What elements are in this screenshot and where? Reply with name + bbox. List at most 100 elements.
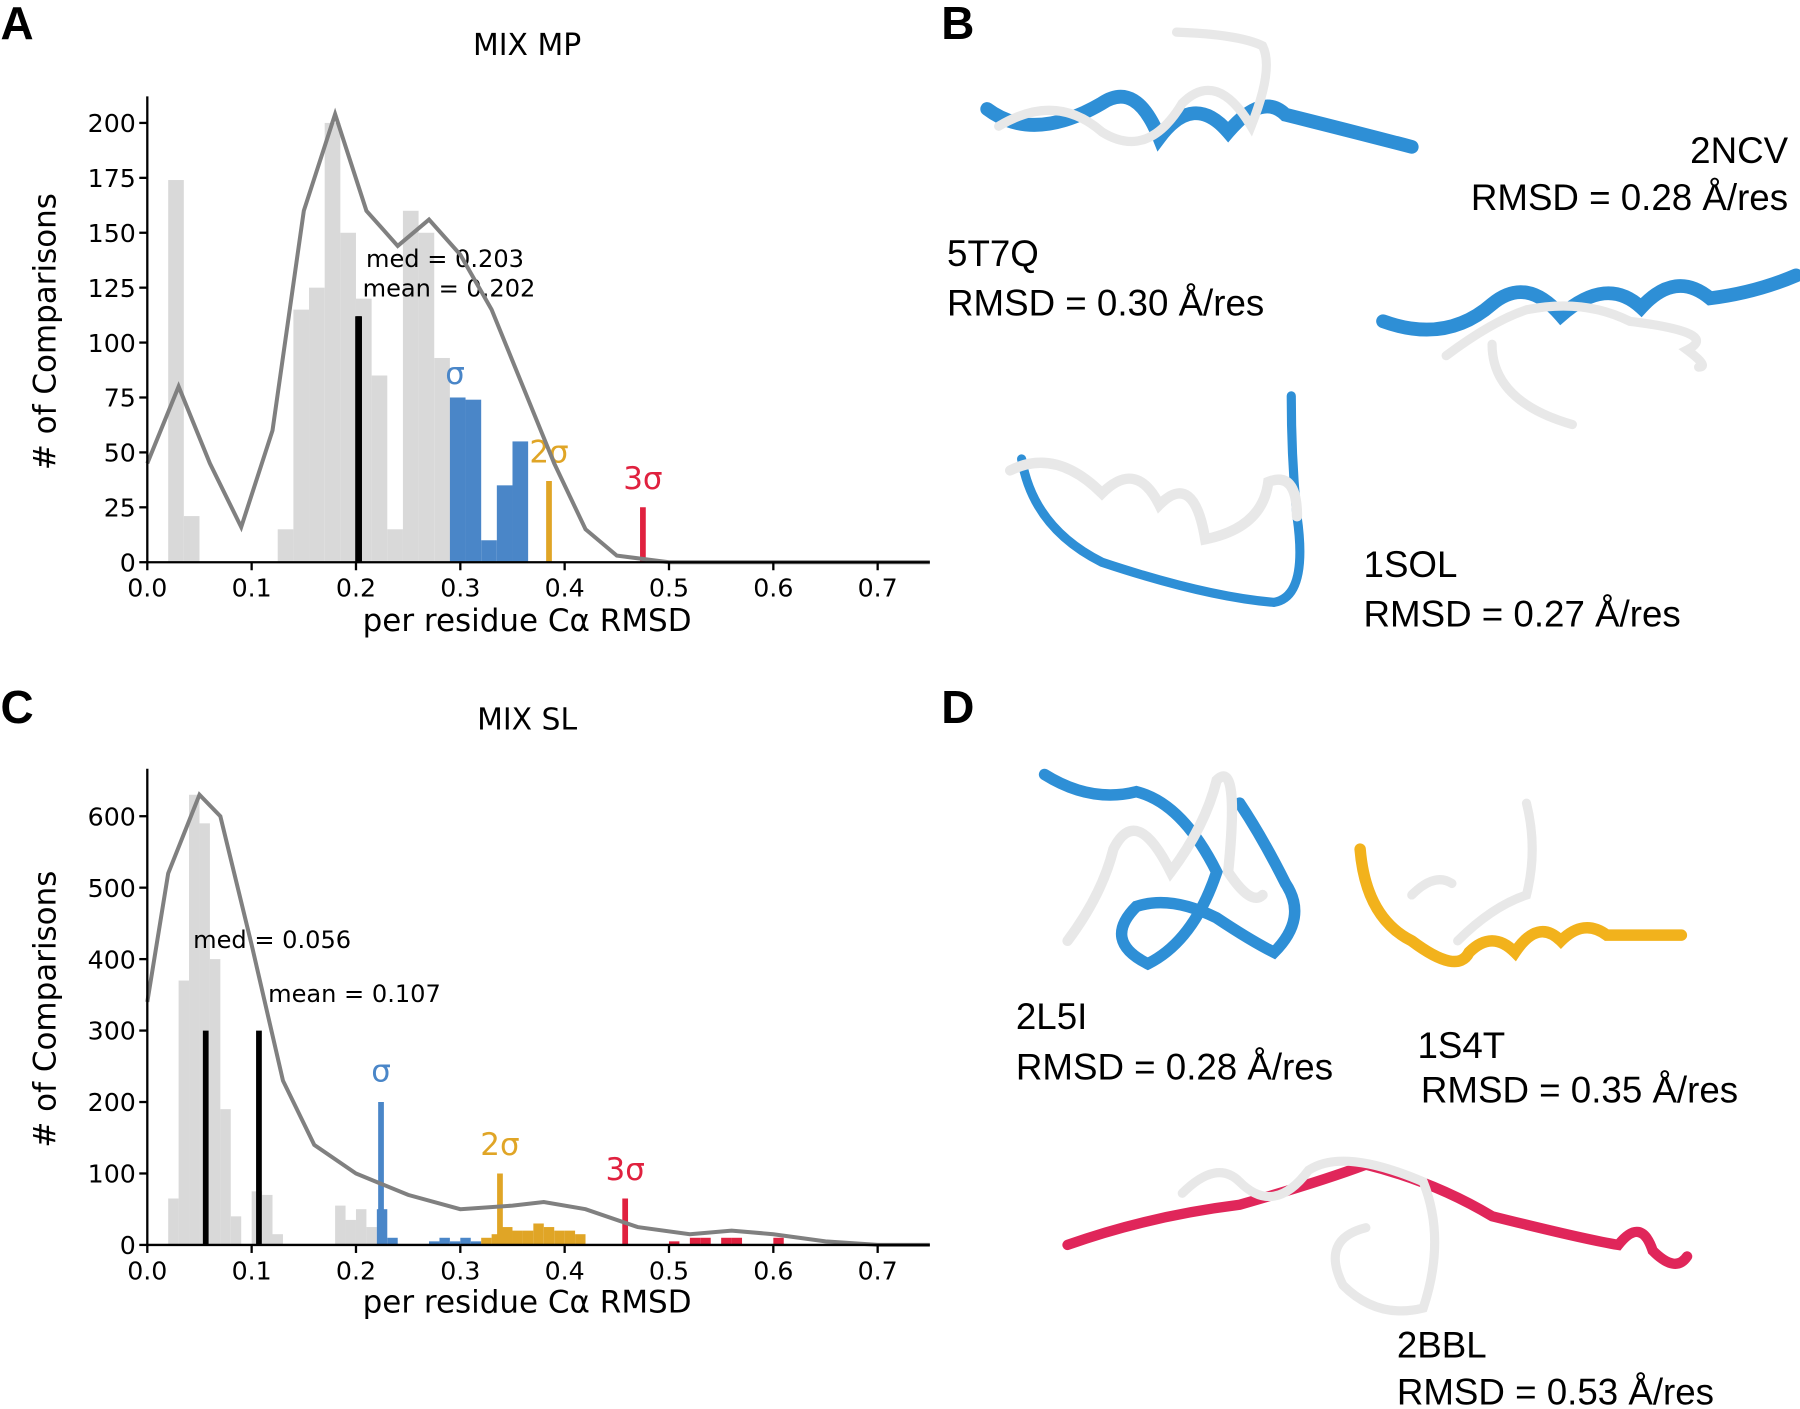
histogram-bar (700, 1237, 711, 1245)
x-tick-label: 0.6 (753, 1256, 793, 1285)
histogram-bar (543, 1227, 555, 1245)
histogram-bar (178, 980, 190, 1245)
histogram-bar (554, 1230, 565, 1245)
y-tick-label: 25 (104, 493, 136, 522)
panel-letter: B (941, 0, 974, 49)
structure-id: 5T7Q (947, 233, 1039, 274)
histogram-bar (371, 375, 388, 563)
histogram-bar (689, 1237, 701, 1245)
histogram-bar (293, 309, 310, 563)
histogram-bar (731, 1237, 743, 1245)
panel-letter: C (0, 681, 33, 733)
marker-label: 3σ (623, 461, 662, 497)
histogram-bar (512, 1230, 523, 1245)
histogram-bar (470, 1241, 482, 1245)
histogram-bar (418, 232, 435, 563)
structure-2bbl (1062, 1156, 1693, 1316)
x-tick-label: 0.6 (753, 574, 793, 603)
y-tick-label: 500 (88, 874, 136, 903)
y-tick-label: 300 (88, 1017, 136, 1046)
histogram-bar (183, 516, 200, 563)
structure-1sol (1004, 391, 1305, 608)
structure-rmsd: RMSD = 0.35 Å/res (1421, 1070, 1738, 1111)
histogram-bar (481, 540, 497, 563)
y-axis-label: # of Comparisons (28, 193, 64, 470)
x-tick-label: 0.0 (127, 1256, 167, 1285)
structure-rmsd: RMSD = 0.30 Å/res (947, 283, 1264, 324)
x-tick-label: 0.3 (440, 574, 480, 603)
structure-rmsd: RMSD = 0.27 Å/res (1364, 593, 1681, 634)
histogram-bar (309, 287, 325, 563)
chart-title: MIX SL (477, 703, 577, 738)
structure-id: 1SOL (1364, 544, 1458, 585)
x-tick-label: 0.2 (336, 574, 376, 603)
x-tick-label: 0.0 (127, 574, 167, 603)
x-tick-label: 0.2 (336, 1256, 376, 1285)
histogram-bar (575, 1234, 586, 1245)
histogram-bar (449, 397, 466, 563)
histogram-bar (402, 210, 419, 563)
histogram-bar (668, 1241, 680, 1245)
kde-line (145, 107, 930, 565)
histogram-bar (340, 232, 356, 563)
panel-letter: A (0, 0, 33, 49)
x-tick-label: 0.7 (858, 574, 898, 603)
structure-2ncv (1376, 268, 1800, 430)
structure-rmsd: RMSD = 0.28 Å/res (1016, 1047, 1333, 1088)
y-tick-label: 200 (88, 109, 136, 138)
x-tick-label: 0.5 (649, 574, 689, 603)
y-axis-label: # of Comparisons (28, 871, 64, 1148)
y-tick-label: 50 (104, 439, 136, 468)
structure-id: 2BBL (1397, 1324, 1487, 1365)
histogram-bar (220, 1109, 231, 1245)
marker-label: σ (371, 1053, 391, 1089)
chart-title: MIX MP (473, 28, 581, 63)
structure-1s4t (1354, 798, 1688, 968)
marker-label: med = 0.203 (366, 245, 524, 273)
y-tick-label: 200 (88, 1088, 136, 1117)
histogram-bar (272, 1234, 283, 1245)
histogram-bar (533, 1223, 544, 1245)
x-tick-label: 0.1 (232, 574, 272, 603)
structure-2l5i (1038, 768, 1301, 971)
y-tick-label: 400 (88, 945, 136, 974)
histogram-bar (439, 1237, 450, 1245)
y-tick-label: 0 (120, 1231, 136, 1260)
y-tick-label: 100 (88, 329, 136, 358)
structure-id: 2NCV (1690, 130, 1788, 171)
histogram-bar (721, 1237, 732, 1245)
histogram-bar (502, 1227, 513, 1245)
histogram-bar (262, 1194, 273, 1245)
histogram-bar (564, 1230, 576, 1245)
x-axis-label: per residue Cα RMSD (363, 1285, 692, 1321)
histogram-bar (189, 794, 200, 1245)
structure-5t7q (980, 27, 1419, 154)
histogram-bar (491, 1234, 503, 1245)
marker-label: med = 0.056 (193, 926, 351, 954)
x-tick-label: 0.7 (858, 1256, 898, 1285)
histogram-bar (387, 529, 403, 563)
histogram-bar (481, 1237, 492, 1245)
y-tick-label: 175 (88, 164, 136, 193)
structure-rmsd: RMSD = 0.28 Å/res (1471, 177, 1788, 218)
histogram-bar (434, 357, 450, 563)
x-axis-label: per residue Cα RMSD (363, 603, 692, 639)
histogram-bar (355, 1209, 367, 1245)
x-tick-label: 0.1 (232, 1256, 272, 1285)
x-tick-label: 0.3 (440, 1256, 480, 1285)
structure-id: 2L5I (1016, 996, 1087, 1037)
marker-label: 3σ (605, 1152, 644, 1188)
histogram-bar (449, 1241, 461, 1245)
x-tick-label: 0.5 (649, 1256, 689, 1285)
y-tick-label: 0 (120, 548, 136, 577)
histogram-bar (387, 1237, 398, 1245)
histogram-bar (335, 1205, 346, 1245)
histogram-bar (522, 1230, 534, 1245)
structure-id: 1S4T (1417, 1025, 1505, 1066)
kde-line (145, 791, 930, 1247)
y-tick-label: 75 (104, 384, 136, 413)
histogram-bar (324, 122, 341, 563)
histogram-bar (773, 1237, 784, 1245)
histogram-bar (209, 959, 221, 1245)
histogram-bar (429, 1241, 440, 1245)
